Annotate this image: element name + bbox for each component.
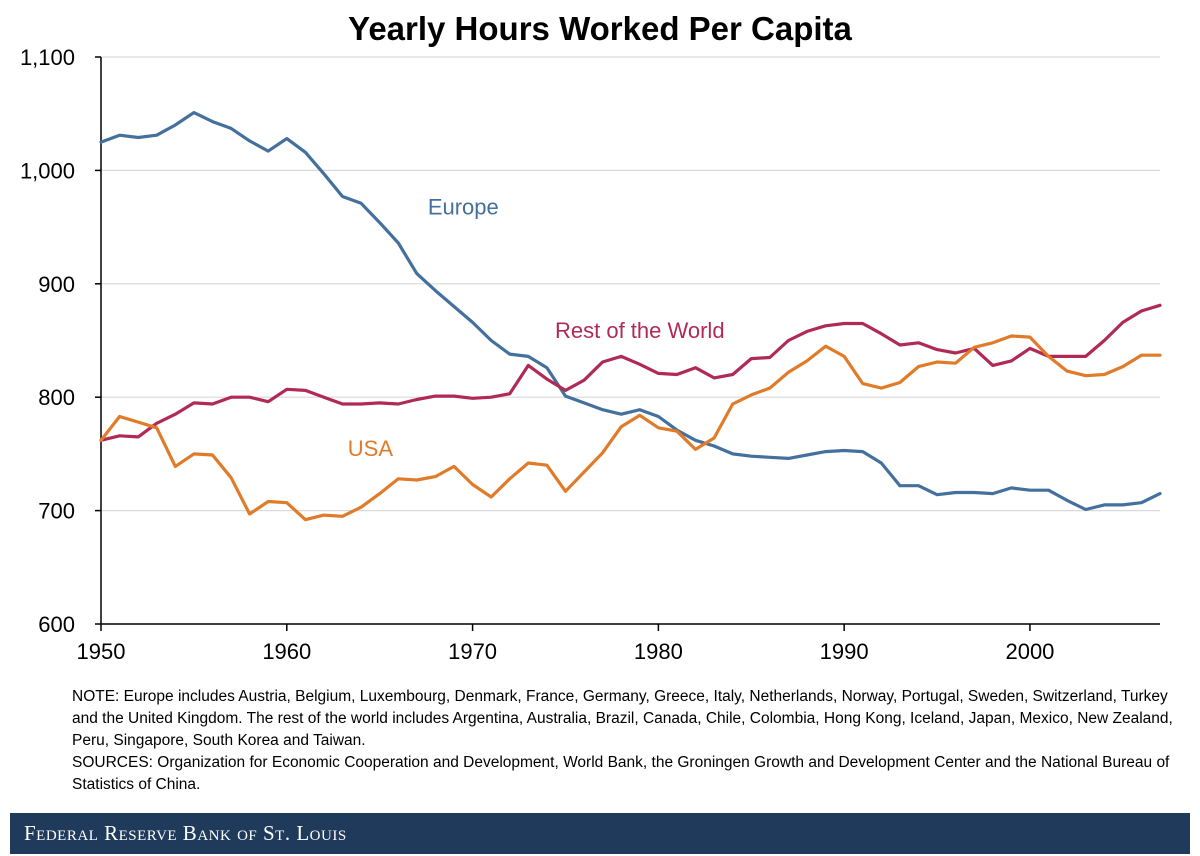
series-line-rest-of-the-world bbox=[99, 303, 1162, 442]
series-label-usa: USA bbox=[348, 436, 394, 461]
line-chart: 600 700 800 900 1,000 1,100 1950 1960 1970 1980 19… bbox=[20, 45, 1162, 664]
series-line-usa bbox=[99, 334, 1162, 522]
gridlines bbox=[101, 56, 1160, 512]
y-tick-label: 1,100 bbox=[20, 45, 75, 70]
x-tick-label: 1960 bbox=[262, 639, 311, 664]
x-tick-label: 1950 bbox=[77, 639, 126, 664]
series-lines bbox=[99, 110, 1162, 522]
series-label-rest-of-the-world: Rest of the World bbox=[555, 318, 725, 343]
chart-title: Yearly Hours Worked Per Capita bbox=[348, 10, 852, 47]
chart-notes: NOTE: Europe includes Austria, Belgium, … bbox=[72, 686, 1182, 796]
footer-brand: Federal Reserve Bank of St. Louis bbox=[24, 821, 347, 845]
y-tick-label: 800 bbox=[38, 385, 75, 410]
series-label-europe: Europe bbox=[428, 195, 499, 220]
y-tick-label: 600 bbox=[38, 612, 75, 637]
x-tick-label: 1980 bbox=[634, 639, 683, 664]
x-tick-label: 1970 bbox=[448, 639, 497, 664]
y-tick-label: 900 bbox=[38, 272, 75, 297]
axes: 600 700 800 900 1,000 1,100 1950 1960 1970 1980 19… bbox=[20, 45, 1160, 664]
note-text: NOTE: Europe includes Austria, Belgium, … bbox=[72, 688, 1173, 749]
series-labels: Europe Rest of the World USA bbox=[348, 195, 725, 462]
sources-text: SOURCES: Organization for Economic Coope… bbox=[72, 754, 1170, 793]
footer-band: Federal Reserve Bank of St. Louis bbox=[10, 813, 1190, 854]
x-tick-label: 2000 bbox=[1005, 639, 1054, 664]
x-tick-label: 1990 bbox=[820, 639, 869, 664]
y-tick-label: 700 bbox=[38, 499, 75, 524]
y-tick-label: 1,000 bbox=[20, 158, 75, 183]
series-line-europe bbox=[99, 110, 1162, 512]
